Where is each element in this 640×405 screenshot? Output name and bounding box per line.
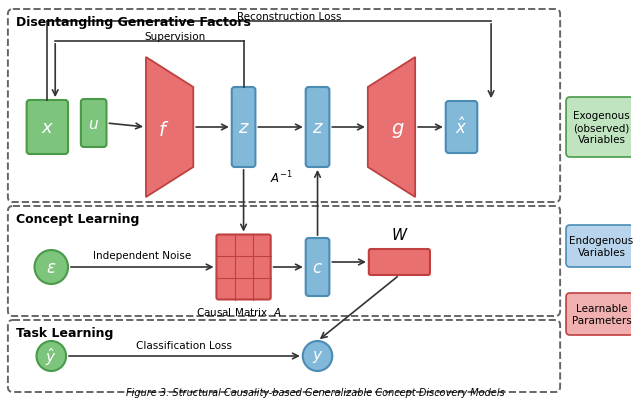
FancyBboxPatch shape [566, 98, 637, 158]
Text: $g$: $g$ [390, 120, 404, 139]
FancyBboxPatch shape [81, 100, 106, 148]
Text: Reconstruction Loss: Reconstruction Loss [237, 12, 341, 22]
Text: $y$: $y$ [312, 348, 323, 364]
Text: $\epsilon$: $\epsilon$ [46, 258, 56, 276]
Text: $\hat{y}$: $\hat{y}$ [45, 345, 57, 367]
Text: $z$: $z$ [237, 119, 250, 136]
Text: $x$: $x$ [41, 119, 54, 136]
Circle shape [36, 341, 66, 371]
Text: Concept Learning: Concept Learning [16, 213, 139, 226]
Text: $W$: $W$ [390, 226, 408, 243]
Text: Causal Matrix  $A$: Causal Matrix $A$ [196, 305, 282, 317]
FancyBboxPatch shape [306, 239, 330, 296]
FancyBboxPatch shape [566, 293, 637, 335]
Text: Classification Loss: Classification Loss [136, 340, 232, 350]
FancyBboxPatch shape [369, 249, 430, 275]
Text: $c$: $c$ [312, 258, 323, 276]
FancyBboxPatch shape [306, 88, 330, 168]
FancyBboxPatch shape [27, 101, 68, 155]
Text: Endogenous
Variables: Endogenous Variables [570, 235, 634, 258]
Circle shape [303, 341, 332, 371]
Text: Independent Noise: Independent Noise [93, 250, 191, 260]
FancyBboxPatch shape [232, 88, 255, 168]
Polygon shape [368, 58, 415, 198]
Polygon shape [146, 58, 193, 198]
Text: $\hat{x}$: $\hat{x}$ [455, 117, 468, 138]
Text: $z$: $z$ [312, 119, 323, 136]
Circle shape [35, 250, 68, 284]
Text: $u$: $u$ [88, 116, 99, 131]
Text: Disentangling Generative Factors: Disentangling Generative Factors [16, 16, 251, 29]
Text: Exogenous
(observed)
Variables: Exogenous (observed) Variables [573, 110, 630, 145]
Text: $f$: $f$ [158, 120, 170, 139]
Text: Supervision: Supervision [145, 32, 205, 42]
Text: Task Learning: Task Learning [16, 326, 113, 339]
FancyBboxPatch shape [216, 235, 271, 300]
Text: $A^{-1}$: $A^{-1}$ [269, 169, 292, 186]
FancyBboxPatch shape [445, 102, 477, 153]
Text: Learnable
Parameters: Learnable Parameters [572, 303, 632, 325]
Text: Figure 3: Structural Causality-based Generalizable Concept Discovery Models: Figure 3: Structural Causality-based Gen… [126, 387, 505, 397]
FancyBboxPatch shape [566, 226, 637, 267]
